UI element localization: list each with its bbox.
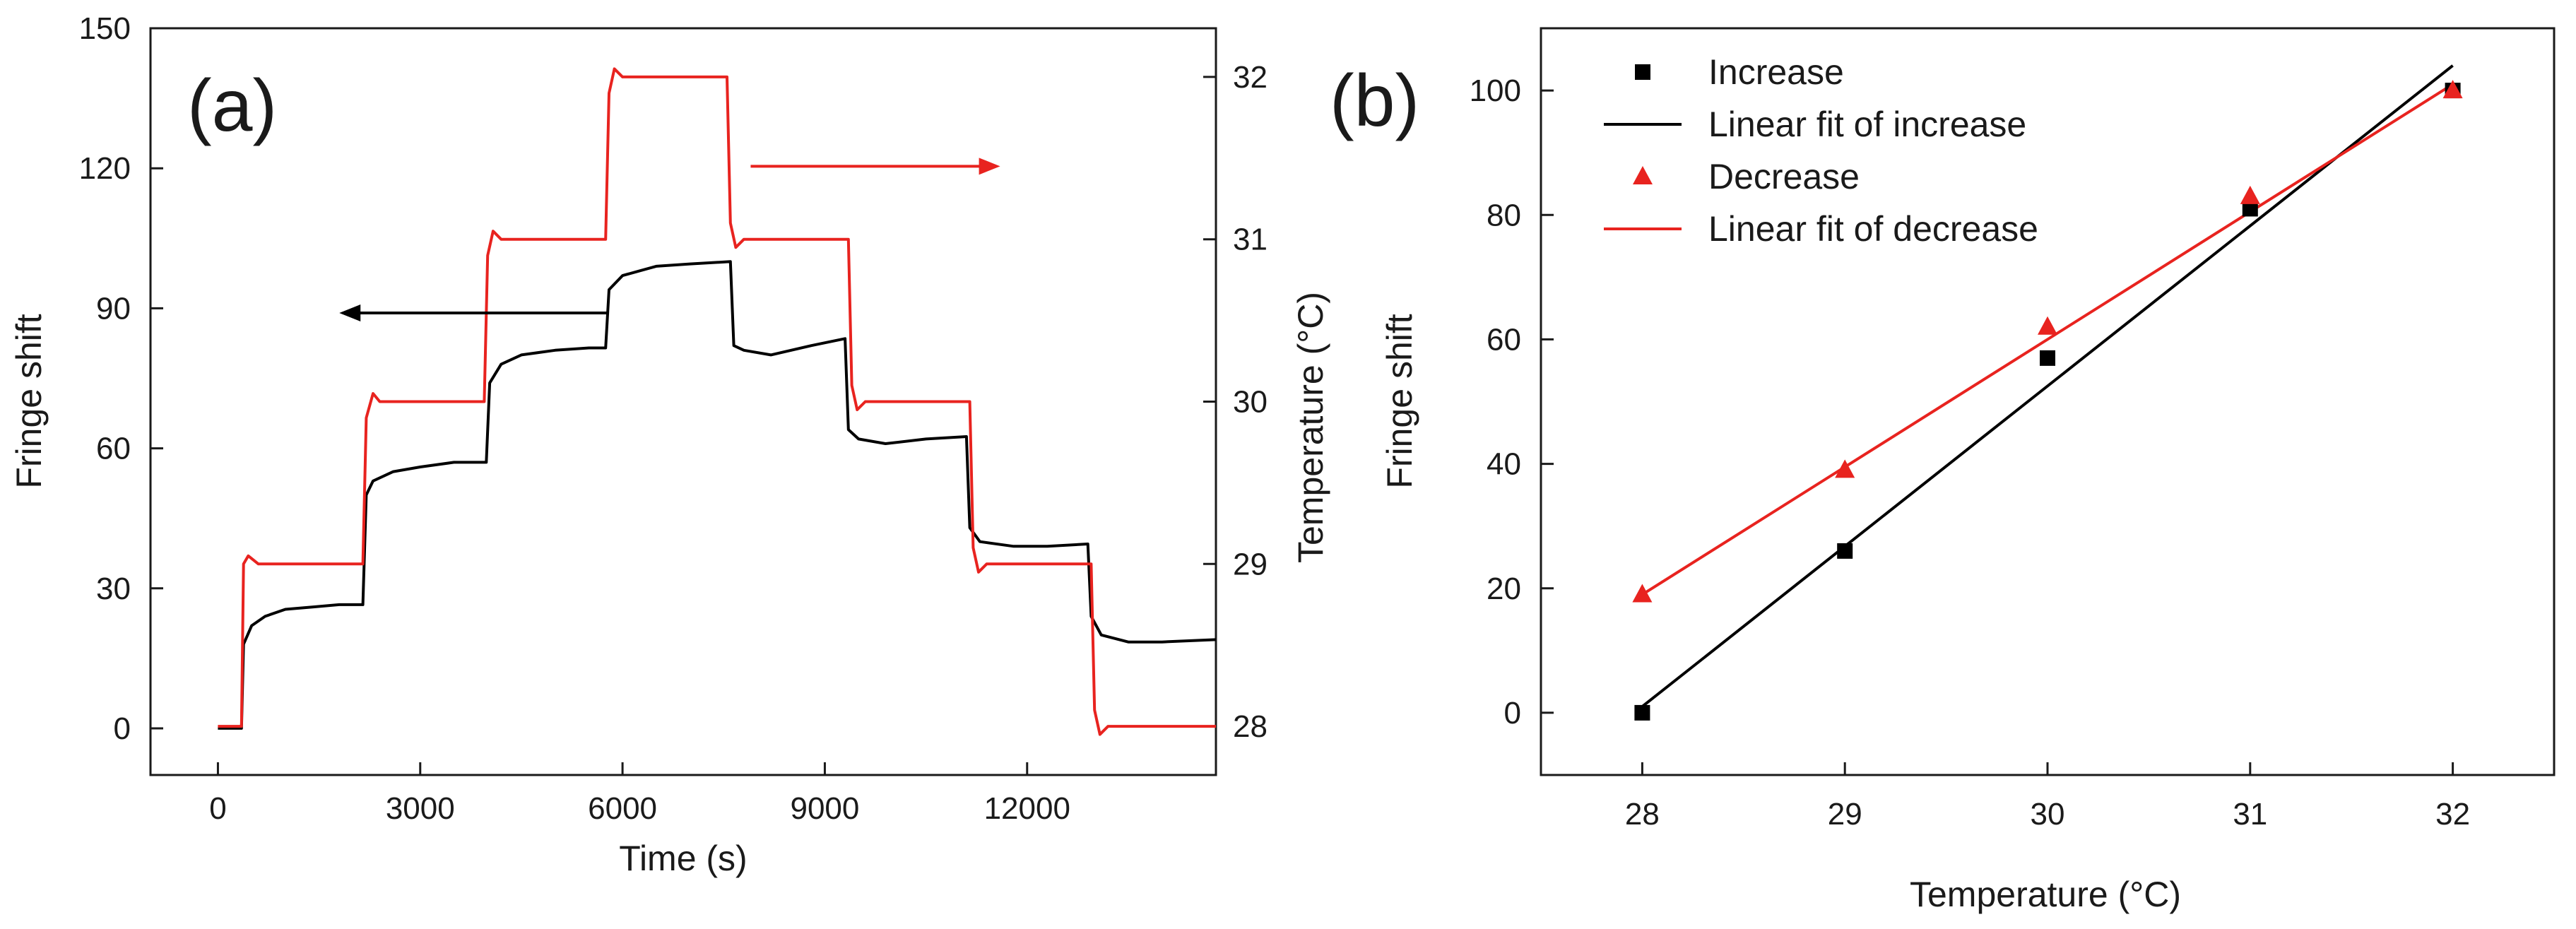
legend-label: Linear fit of increase: [1708, 105, 2026, 144]
panel-a-left-y-tick-label: 0: [114, 711, 131, 746]
panel-a-right-y-tick-label: 28: [1233, 709, 1268, 744]
panel-b-decrease-fit-line: [1641, 83, 2454, 596]
panel-b-label: (b): [1330, 60, 1419, 142]
legend-item: Linear fit of increase: [1604, 105, 2026, 144]
panel-a-series: [218, 67, 1217, 736]
panel-a-left-axis-arrow: [339, 304, 610, 321]
panel-b-y-tick-label: 60: [1487, 322, 1521, 357]
panel-b-y-tick-label: 20: [1487, 572, 1521, 606]
panel-a-right-axis-arrow: [750, 158, 1000, 175]
panel-a-x-tick-label: 6000: [588, 791, 657, 826]
panel-b-legend: Increase Linear fit of increase Decrease Li…: [1604, 52, 2038, 249]
panel-a-frame: [149, 27, 1217, 776]
panel-b-series: [1632, 64, 2463, 721]
panel-b-y-tick-label: 0: [1504, 696, 1521, 730]
panel-a: 0 3000 6000 9000 12000 0 30 60 90 120 150 28 29 30 31 3…: [9, 11, 1330, 878]
panel-a-fringe-shift-line: [218, 260, 1217, 730]
panel-b-x-axis-label: Temperature (°C): [1910, 875, 2181, 914]
panel-a-left-y-tick-label: 30: [96, 572, 131, 606]
legend-label: Increase: [1708, 52, 1844, 92]
legend-item: Increase: [1635, 52, 1844, 92]
panel-b-x-tick-label: 30: [2031, 797, 2065, 832]
panel-b-decrease-point: [1632, 584, 1653, 603]
panel-b-y-axis-label: Fringe shift: [1380, 314, 1419, 488]
panel-b-decrease-point: [2442, 80, 2463, 99]
panel-a-x-tick-label: 12000: [984, 791, 1070, 826]
panel-a-right-y-tick-label: 31: [1233, 223, 1268, 257]
legend-item: Decrease: [1633, 157, 1860, 196]
panel-b: 28 29 30 31 32 0 20 40 60 80 100 Increase Linear fi…: [1330, 27, 2556, 914]
legend-label: Linear fit of decrease: [1708, 209, 2038, 249]
panel-b-increase-point: [2040, 350, 2055, 366]
panel-a-arrows: [339, 158, 1000, 321]
panel-a-x-tick-label: 3000: [386, 791, 455, 826]
arrow-head: [339, 304, 361, 321]
legend-item: Linear fit of decrease: [1604, 209, 2038, 249]
panel-b-frame: [1540, 27, 2556, 776]
panel-a-x-axis-label: Time (s): [619, 839, 747, 878]
panel-b-x-tick-label: 32: [2435, 797, 2470, 832]
panel-a-left-y-axis-label: Fringe shift: [9, 314, 49, 488]
panel-b-y-tick-label: 100: [1470, 73, 1521, 108]
panel-a-ticks: 0 3000 6000 9000 12000 0 30 60 90 120 150 28 29 30 31 3…: [79, 11, 1268, 826]
panel-a-right-y-tick-label: 29: [1233, 547, 1268, 581]
panel-b-increase-point: [2242, 201, 2258, 217]
panel-b-increase-point: [1634, 704, 1650, 721]
panel-b-decrease-point: [1835, 459, 1855, 478]
panel-a-x-tick-label: 9000: [790, 791, 859, 826]
panel-b-decrease-point: [2038, 316, 2057, 335]
panel-a-right-y-axis-label: Temperature (°C): [1291, 292, 1330, 563]
panel-a-temperature-line: [218, 67, 1216, 736]
panel-a-right-y-tick-label: 30: [1233, 385, 1268, 420]
panel-a-left-y-tick-label: 120: [79, 151, 131, 186]
panel-a-left-y-tick-label: 90: [96, 291, 131, 326]
panel-b-ticks: 28 29 30 31 32 0 20 40 60 80 100: [1470, 73, 2470, 832]
panel-a-left-y-tick-label: 60: [96, 432, 131, 466]
panel-b-x-tick-label: 29: [1828, 797, 1862, 832]
legend-triangle-swatch: [1633, 166, 1653, 184]
panel-a-left-y-tick-label: 150: [79, 11, 131, 46]
legend-square-swatch: [1635, 64, 1650, 80]
panel-a-label: (a): [187, 65, 277, 147]
panel-b-y-tick-label: 40: [1487, 447, 1521, 482]
panel-b-x-tick-label: 31: [2233, 797, 2267, 832]
panel-b-x-tick-label: 28: [1625, 797, 1660, 832]
panel-b-increase-point: [1837, 543, 1853, 559]
legend-label: Decrease: [1708, 157, 1860, 196]
panel-a-right-y-tick-label: 32: [1233, 60, 1268, 95]
panel-a-x-tick-label: 0: [209, 791, 226, 826]
arrow-head: [979, 158, 1000, 175]
panel-b-y-tick-label: 80: [1487, 198, 1521, 232]
panel-b-decrease-point: [2240, 185, 2260, 204]
panel-b-increase-fit-line: [1641, 64, 2454, 708]
